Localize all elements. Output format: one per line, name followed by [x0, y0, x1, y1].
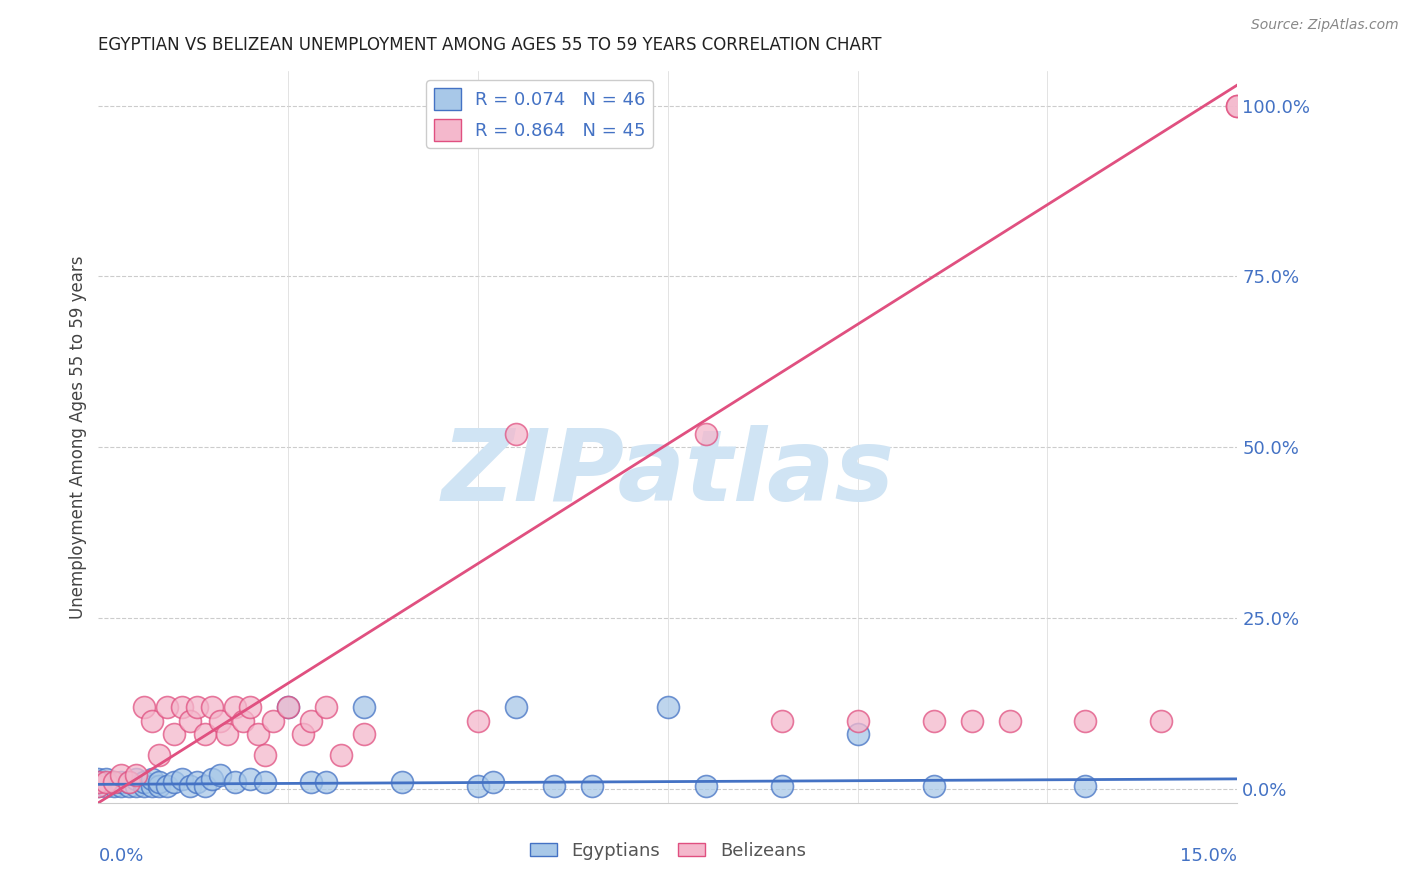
- Point: [846, 714, 869, 728]
- Point: [299, 775, 322, 789]
- Point: [194, 727, 217, 741]
- Point: [353, 700, 375, 714]
- Point: [103, 779, 125, 793]
- Y-axis label: Unemployment Among Ages 55 to 59 years: Unemployment Among Ages 55 to 59 years: [69, 255, 87, 619]
- Legend: Egyptians, Belizeans: Egyptians, Belizeans: [523, 835, 813, 867]
- Point: [505, 426, 527, 441]
- Point: [695, 426, 717, 441]
- Point: [94, 772, 117, 786]
- Point: [581, 779, 603, 793]
- Point: [125, 768, 148, 782]
- Point: [87, 779, 110, 793]
- Point: [110, 779, 132, 793]
- Point: [179, 714, 201, 728]
- Point: [118, 779, 141, 793]
- Point: [695, 779, 717, 793]
- Point: [1226, 98, 1249, 112]
- Text: 0.0%: 0.0%: [98, 847, 143, 864]
- Point: [148, 779, 170, 793]
- Point: [1074, 779, 1097, 793]
- Point: [170, 772, 193, 786]
- Point: [846, 727, 869, 741]
- Text: Source: ZipAtlas.com: Source: ZipAtlas.com: [1251, 18, 1399, 32]
- Point: [299, 714, 322, 728]
- Point: [186, 700, 208, 714]
- Point: [125, 772, 148, 786]
- Point: [94, 775, 117, 789]
- Point: [292, 727, 315, 741]
- Point: [194, 779, 217, 793]
- Point: [170, 700, 193, 714]
- Point: [224, 775, 246, 789]
- Point: [254, 747, 277, 762]
- Point: [232, 714, 254, 728]
- Point: [391, 775, 413, 789]
- Point: [330, 747, 353, 762]
- Point: [141, 714, 163, 728]
- Point: [148, 747, 170, 762]
- Point: [179, 779, 201, 793]
- Point: [132, 775, 155, 789]
- Text: EGYPTIAN VS BELIZEAN UNEMPLOYMENT AMONG AGES 55 TO 59 YEARS CORRELATION CHART: EGYPTIAN VS BELIZEAN UNEMPLOYMENT AMONG …: [98, 36, 882, 54]
- Text: ZIPatlas: ZIPatlas: [441, 425, 894, 522]
- Point: [118, 775, 141, 789]
- Point: [239, 700, 262, 714]
- Point: [619, 98, 641, 112]
- Point: [186, 775, 208, 789]
- Point: [922, 779, 945, 793]
- Point: [353, 727, 375, 741]
- Point: [581, 98, 603, 112]
- Point: [125, 779, 148, 793]
- Point: [254, 775, 277, 789]
- Point: [148, 775, 170, 789]
- Point: [87, 775, 110, 789]
- Point: [315, 700, 337, 714]
- Point: [922, 714, 945, 728]
- Point: [770, 714, 793, 728]
- Point: [1226, 98, 1249, 112]
- Point: [1150, 714, 1173, 728]
- Point: [543, 779, 565, 793]
- Point: [156, 779, 179, 793]
- Point: [87, 775, 110, 789]
- Point: [132, 779, 155, 793]
- Point: [482, 775, 505, 789]
- Text: 15.0%: 15.0%: [1180, 847, 1237, 864]
- Point: [1074, 714, 1097, 728]
- Point: [132, 700, 155, 714]
- Point: [110, 775, 132, 789]
- Point: [246, 727, 269, 741]
- Point: [239, 772, 262, 786]
- Point: [110, 768, 132, 782]
- Point: [156, 700, 179, 714]
- Point: [770, 779, 793, 793]
- Point: [141, 772, 163, 786]
- Point: [163, 775, 186, 789]
- Point: [657, 700, 679, 714]
- Point: [163, 727, 186, 741]
- Point: [141, 779, 163, 793]
- Point: [201, 700, 224, 714]
- Point: [960, 714, 983, 728]
- Point: [217, 727, 239, 741]
- Point: [224, 700, 246, 714]
- Point: [315, 775, 337, 789]
- Point: [103, 775, 125, 789]
- Point: [201, 772, 224, 786]
- Point: [208, 714, 231, 728]
- Point: [94, 779, 117, 793]
- Point: [505, 700, 527, 714]
- Point: [998, 714, 1021, 728]
- Point: [87, 772, 110, 786]
- Point: [277, 700, 299, 714]
- Point: [467, 714, 489, 728]
- Point: [467, 779, 489, 793]
- Point: [262, 714, 284, 728]
- Point: [103, 775, 125, 789]
- Point: [87, 779, 110, 793]
- Point: [208, 768, 231, 782]
- Point: [118, 775, 141, 789]
- Point: [277, 700, 299, 714]
